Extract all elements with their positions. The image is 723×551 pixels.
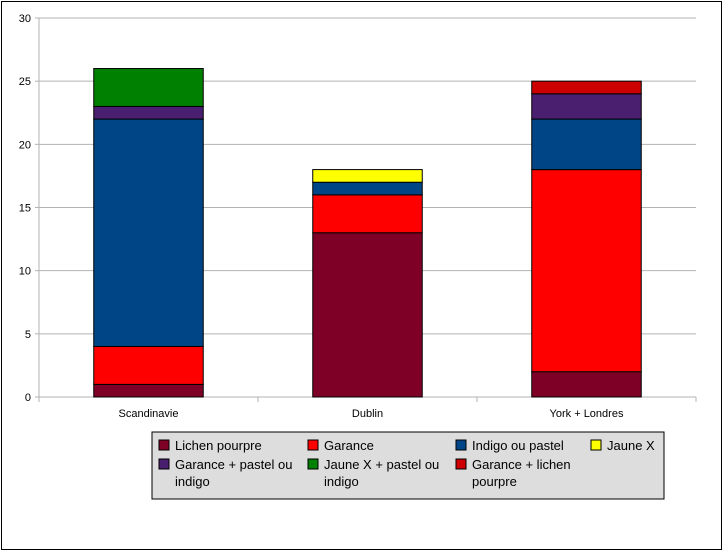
- legend-swatch: [307, 439, 319, 451]
- y-tick-label: 0: [25, 392, 31, 404]
- legend-swatch: [158, 439, 170, 451]
- legend-label: Indigo ou pastel: [472, 438, 564, 453]
- legend-box: [151, 431, 665, 500]
- y-tick-label: 5: [25, 329, 31, 341]
- bar-segment: [93, 68, 204, 107]
- legend-swatch: [158, 458, 170, 470]
- bar-segment: [531, 118, 642, 171]
- bar-segment: [93, 345, 204, 385]
- bar-segment: [312, 181, 423, 196]
- bars: [93, 68, 642, 398]
- y-tick-label: 30: [19, 13, 31, 25]
- y-tick-label: 20: [19, 139, 31, 151]
- x-tick-label: Scandinavie: [119, 408, 179, 420]
- bar-segment: [93, 118, 204, 347]
- bar-segment: [531, 80, 642, 95]
- y-tick-label: 10: [19, 266, 31, 278]
- legend-label: Garance + lichen pourpre: [472, 457, 571, 489]
- legend-label: Jaune X: [607, 438, 655, 453]
- bar-segment: [93, 383, 204, 398]
- x-axis: Scandinavie Dublin York + Londres: [38, 396, 697, 420]
- y-tick-label: 25: [19, 76, 31, 88]
- legend-swatch: [590, 439, 602, 451]
- legend-label: Jaune X + pastel ou indigo: [324, 457, 439, 489]
- bar-segment: [531, 371, 642, 398]
- bar-segment: [531, 169, 642, 373]
- legend-swatch: [307, 458, 319, 470]
- bar-segment: [531, 93, 642, 120]
- bar-segment: [312, 232, 423, 398]
- legend: Lichen pourpre Garance Indigo ou pastel Jau…: [151, 431, 665, 500]
- legend-label: Garance: [324, 438, 374, 453]
- bar-segment: [312, 194, 423, 234]
- bar-segment: [93, 105, 204, 120]
- y-axis: 0 5 10 15 20 25 30: [19, 13, 40, 404]
- legend-swatch: [455, 458, 467, 470]
- y-tick-label: 15: [19, 203, 31, 215]
- x-tick-label: Dublin: [352, 408, 383, 420]
- legend-label: Garance + pastel ou indigo: [175, 457, 292, 489]
- x-tick-label: York + Londres: [550, 408, 624, 420]
- bar-segment: [312, 169, 423, 183]
- legend-label: Lichen pourpre: [175, 438, 262, 453]
- legend-swatch: [455, 439, 467, 451]
